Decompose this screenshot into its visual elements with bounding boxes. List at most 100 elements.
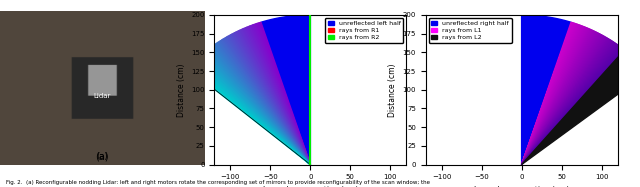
Polygon shape [214, 44, 310, 165]
Polygon shape [522, 29, 589, 165]
Polygon shape [522, 40, 611, 165]
Polygon shape [259, 22, 310, 165]
Polygon shape [522, 43, 616, 165]
Polygon shape [522, 22, 572, 165]
Text: Fig. 2.  (a) Reconfigurable nodding Lidar: left and right motors rotate the corr: Fig. 2. (a) Reconfigurable nodding Lidar… [6, 180, 430, 185]
Polygon shape [209, 48, 310, 165]
Polygon shape [522, 46, 620, 165]
Polygon shape [225, 37, 310, 165]
Polygon shape [522, 31, 595, 165]
Polygon shape [232, 33, 310, 165]
Polygon shape [239, 30, 310, 165]
Polygon shape [522, 23, 575, 165]
Polygon shape [221, 39, 310, 165]
Polygon shape [202, 54, 310, 165]
Polygon shape [248, 26, 310, 165]
Polygon shape [522, 38, 607, 165]
Legend: unreflected left half, rays from R1, rays from R2: unreflected left half, rays from R1, ray… [325, 18, 403, 43]
Polygon shape [243, 28, 310, 165]
Polygon shape [192, 63, 310, 165]
Polygon shape [522, 41, 612, 165]
Polygon shape [251, 25, 310, 165]
Polygon shape [522, 28, 589, 165]
Polygon shape [522, 24, 576, 165]
Polygon shape [522, 44, 617, 165]
Polygon shape [522, 36, 605, 165]
Polygon shape [522, 49, 623, 165]
Polygon shape [522, 28, 588, 165]
Polygon shape [216, 43, 310, 165]
Polygon shape [257, 23, 310, 165]
Polygon shape [255, 24, 310, 165]
Polygon shape [522, 32, 596, 165]
Polygon shape [206, 50, 310, 165]
Polygon shape [522, 49, 625, 165]
Polygon shape [254, 24, 310, 165]
Polygon shape [522, 37, 606, 165]
Polygon shape [522, 43, 616, 165]
Polygon shape [522, 35, 604, 165]
Polygon shape [240, 30, 310, 165]
X-axis label: Laser beam postion (cm): Laser beam postion (cm) [474, 186, 570, 187]
Polygon shape [258, 23, 310, 165]
Polygon shape [522, 36, 604, 165]
Polygon shape [522, 23, 573, 165]
Polygon shape [522, 42, 614, 165]
Polygon shape [189, 66, 310, 165]
Polygon shape [245, 27, 310, 165]
Polygon shape [522, 26, 583, 165]
Polygon shape [218, 42, 310, 165]
Polygon shape [237, 31, 310, 165]
Polygon shape [197, 58, 310, 165]
Polygon shape [230, 34, 310, 165]
Polygon shape [196, 59, 310, 165]
Polygon shape [191, 64, 310, 165]
Polygon shape [199, 56, 310, 165]
Polygon shape [522, 46, 620, 165]
Polygon shape [213, 45, 310, 165]
Polygon shape [195, 60, 310, 165]
Polygon shape [205, 51, 310, 165]
Polygon shape [522, 27, 585, 165]
Polygon shape [234, 32, 310, 165]
Polygon shape [522, 41, 613, 165]
Polygon shape [190, 65, 310, 165]
Polygon shape [522, 24, 578, 165]
Polygon shape [522, 25, 581, 165]
Legend: unreflected right half, rays from L1, rays from L2: unreflected right half, rays from L1, ra… [429, 18, 511, 43]
Y-axis label: Distance (cm): Distance (cm) [177, 63, 186, 117]
Polygon shape [522, 29, 590, 165]
Polygon shape [522, 31, 594, 165]
Polygon shape [522, 27, 586, 165]
Polygon shape [244, 28, 310, 165]
Polygon shape [522, 26, 582, 165]
Polygon shape [522, 39, 611, 165]
Polygon shape [522, 30, 593, 165]
Polygon shape [193, 62, 310, 165]
Polygon shape [522, 47, 621, 165]
Polygon shape [522, 45, 618, 165]
Polygon shape [241, 29, 310, 165]
Polygon shape [522, 39, 609, 165]
Polygon shape [211, 47, 310, 165]
Polygon shape [522, 33, 600, 165]
Polygon shape [522, 24, 577, 165]
Y-axis label: Distance (cm): Distance (cm) [388, 63, 397, 117]
Polygon shape [224, 38, 310, 165]
Polygon shape [216, 43, 310, 165]
Polygon shape [207, 49, 310, 165]
Polygon shape [522, 33, 598, 165]
Polygon shape [522, 50, 640, 165]
Polygon shape [250, 26, 310, 165]
Polygon shape [522, 27, 587, 165]
Polygon shape [522, 25, 580, 165]
Polygon shape [202, 53, 310, 165]
Polygon shape [204, 52, 310, 165]
Polygon shape [522, 39, 609, 165]
Polygon shape [522, 23, 574, 165]
Polygon shape [223, 39, 310, 165]
Polygon shape [522, 30, 592, 165]
Polygon shape [194, 61, 310, 165]
Polygon shape [188, 67, 310, 165]
Polygon shape [198, 57, 310, 165]
